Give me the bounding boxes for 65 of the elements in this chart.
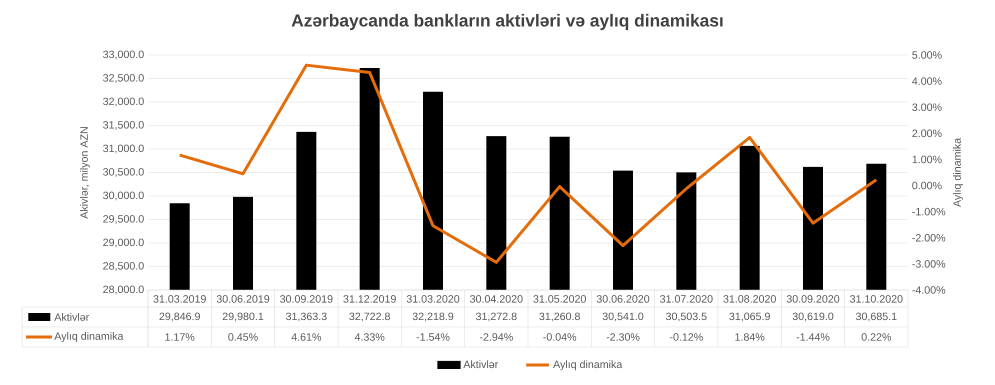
- text: Aktivlər: [54, 313, 90, 321]
- y-tick-label: 30,500.0: [103, 168, 144, 177]
- y2-tick-label: -1.00%: [912, 208, 946, 216]
- data-label: -0.04%: [543, 333, 576, 341]
- x-tick-label: 31.03.2020: [406, 295, 460, 303]
- y-tick-label: 29,000.0: [103, 238, 144, 248]
- y-tick-label: 32,000.0: [103, 98, 144, 106]
- x-tick-label: 31.10.2020: [850, 295, 903, 303]
- x-tick-label: 31.05.2020: [533, 295, 586, 303]
- x-tick-label: 30.04.2020: [470, 295, 523, 303]
- data-label: -2.94%: [480, 333, 513, 341]
- data-label: 1.84%: [735, 333, 764, 341]
- x-tick-label: 30.06.2020: [596, 295, 650, 303]
- y-tick-label: 29,500.0: [103, 215, 144, 224]
- x-tick-label: 30.09.2020: [786, 295, 840, 303]
- x-tick-label: 31.07.2020: [660, 295, 713, 303]
- y-tick-label: 28,000.0: [103, 286, 144, 294]
- data-label: 1.17%: [165, 333, 194, 341]
- data-label: 4.61%: [291, 333, 322, 341]
- x-tick-label: 31.08.2020: [723, 295, 776, 303]
- data-label: 0.22%: [862, 333, 892, 341]
- data-label: -1.54%: [416, 333, 450, 341]
- data-label: 32,218.9: [412, 312, 454, 322]
- data-label: 32,722.8: [349, 312, 390, 322]
- data-label: 31,065.9: [729, 312, 770, 322]
- y2-tick-label: -2.00%: [912, 234, 946, 242]
- data-label: 30,619.0: [792, 312, 834, 322]
- data-label: 30,503.5: [666, 312, 707, 322]
- chart-title: Azərbaycanda bankların aktivləri və aylıq dinamikası: [292, 14, 723, 30]
- x-tick-label: 31.03.2019: [153, 295, 206, 303]
- legend-label: Aktivlər: [463, 360, 498, 368]
- y2-tick-label: 0.00%: [912, 182, 942, 190]
- x-tick-label: 31.12.2019: [343, 295, 396, 303]
- y-axis-title: Akivlər, milyon AZN: [80, 127, 90, 219]
- y-tick-label: 31,500.0: [103, 121, 144, 130]
- data-label: 31,272.8: [476, 312, 517, 322]
- y-tick-label: 28,500.0: [103, 262, 144, 271]
- y-tick-label: 31,000.0: [103, 144, 144, 154]
- data-label: 31,363.3: [286, 312, 327, 322]
- y2-tick-label: 2.00%: [912, 130, 942, 138]
- data-label: -0.12%: [670, 333, 703, 341]
- legend-label: Aylıq dinamika: [54, 332, 124, 342]
- y2-tick-label: 1.00%: [912, 156, 942, 164]
- data-label: 30,541.0: [602, 312, 644, 322]
- data-label: 30,685.1: [856, 312, 897, 322]
- x-tick-label: 30.06.2019: [216, 295, 270, 303]
- y2-tick-label: -3.00%: [912, 260, 946, 268]
- x-tick-label: 30.09.2019: [280, 295, 333, 303]
- y-tick-label: 33,000.0: [103, 50, 144, 60]
- line-series: [178, 64, 878, 264]
- y-tick-label: 32,500.0: [103, 74, 144, 83]
- y2-axis-title: Aylıq dinamika: [952, 138, 963, 208]
- data-label: -2.30%: [606, 333, 640, 341]
- y2-tick-label: 4.00%: [912, 77, 942, 85]
- y2-tick-label: 5.00%: [912, 51, 942, 59]
- y2-tick-label: -4.00%: [912, 286, 946, 294]
- data-label: 29,846.9: [159, 312, 200, 322]
- data-label: 31,260.8: [539, 312, 580, 322]
- data-label: 29,980.1: [222, 312, 264, 322]
- y2-tick-label: 3.00%: [912, 103, 942, 111]
- y-tick-label: 30,000.0: [103, 192, 144, 200]
- data-label: 4.33%: [354, 333, 384, 341]
- text: Aylıq dinamika: [553, 360, 622, 370]
- data-label: 0.45%: [228, 333, 258, 341]
- data-label: -1.44%: [796, 333, 830, 341]
